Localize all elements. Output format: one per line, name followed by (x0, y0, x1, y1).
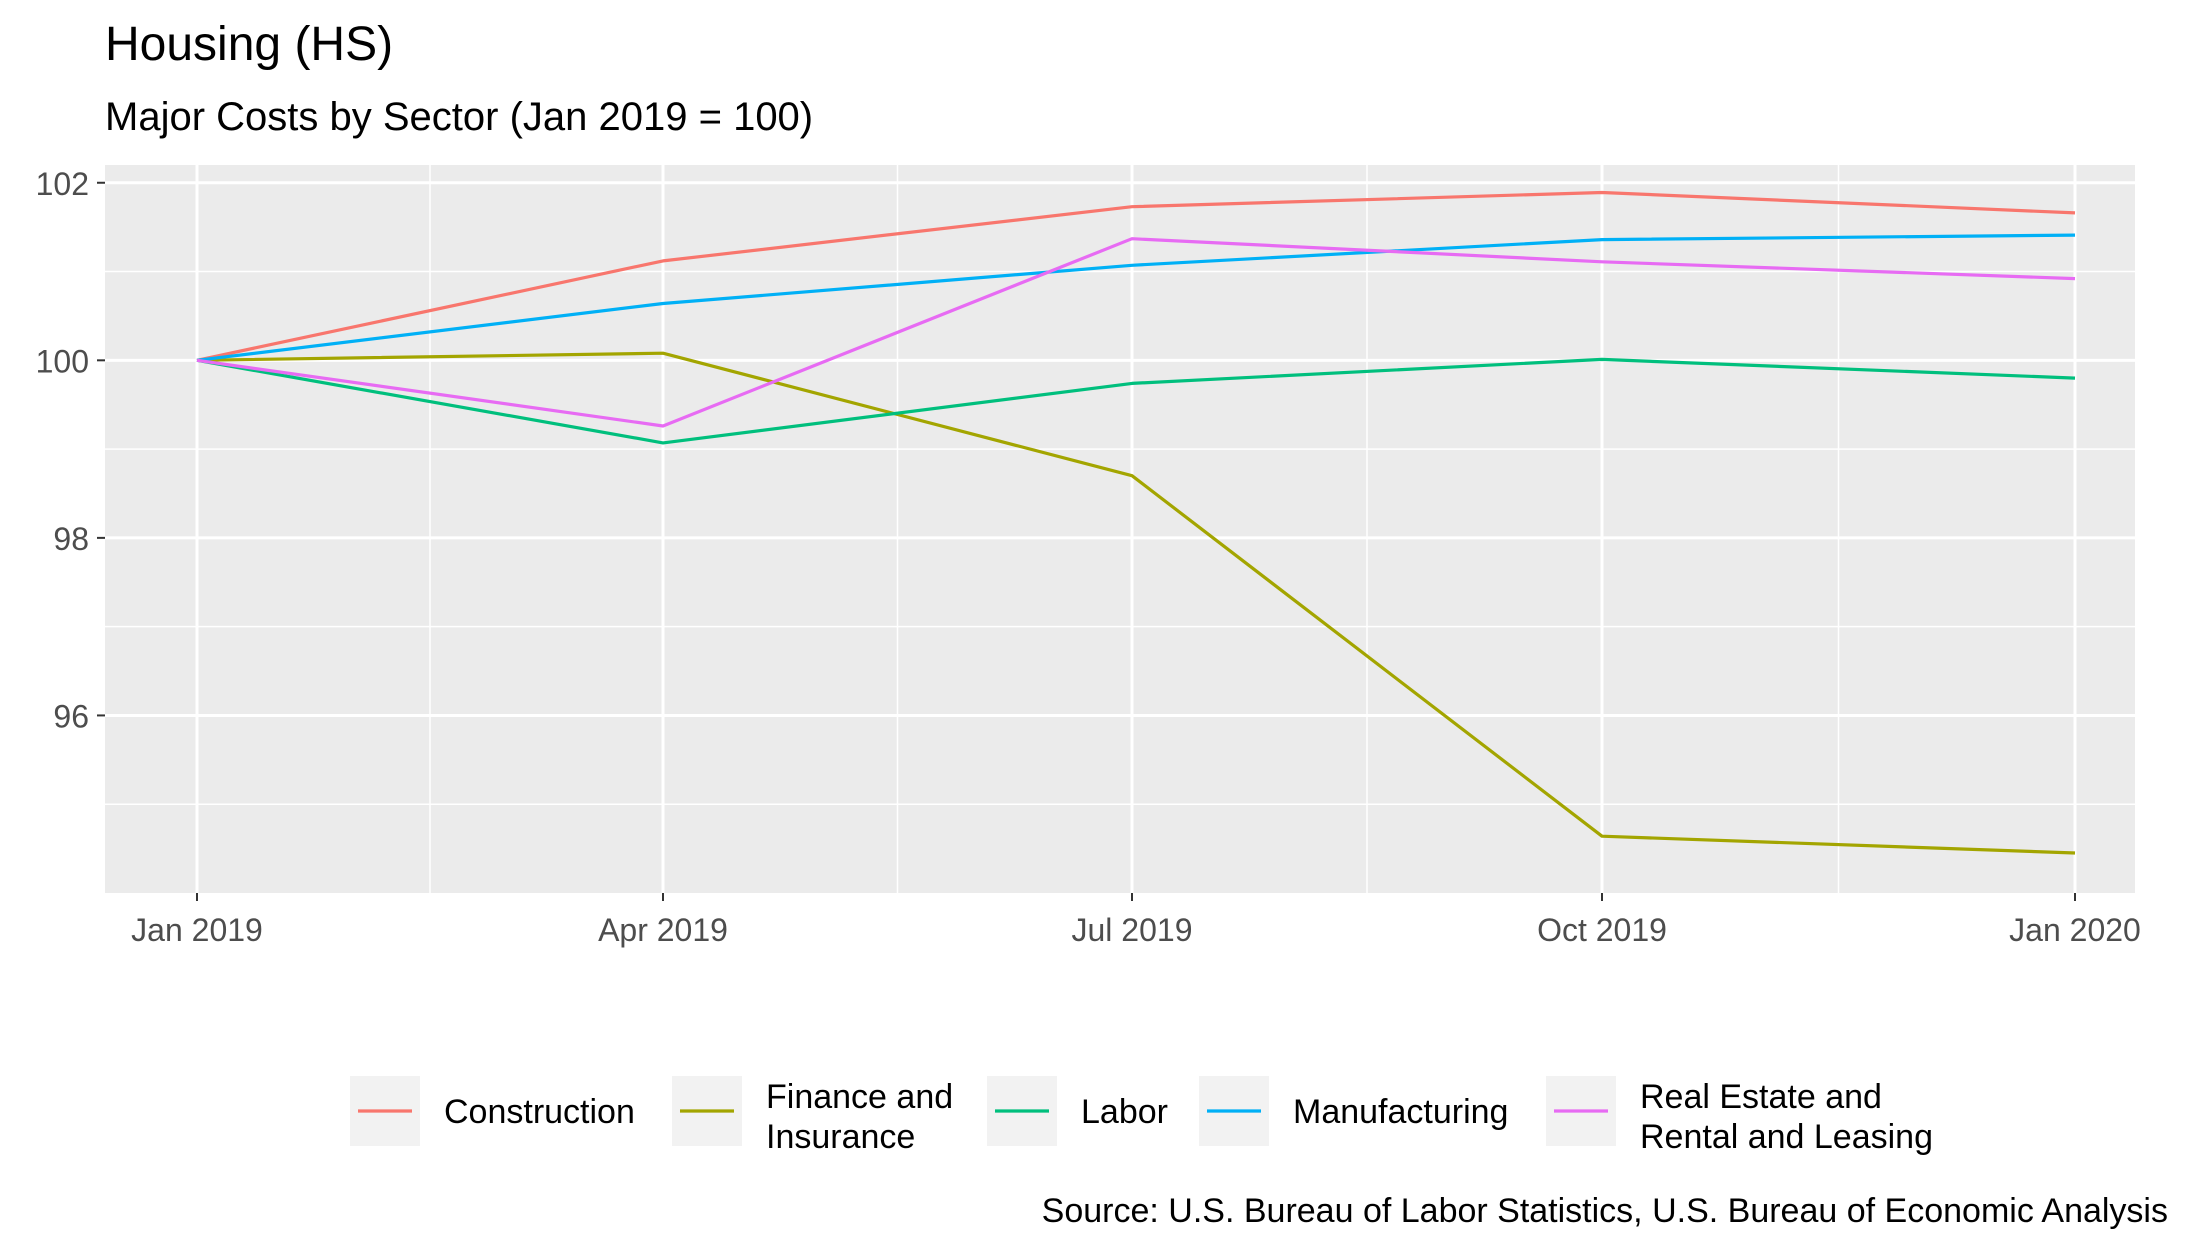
series-lines (196, 190, 2076, 855)
y-tick-label: 100 (36, 343, 89, 379)
x-tick-label: Oct 2019 (1537, 912, 1667, 948)
x-axis: Jan 2019 Apr 2019 Jul 2019 Oct 2019 Jan 2020 (131, 893, 2141, 948)
legend: Construction Finance and Insurance Labor Man… (350, 1076, 1933, 1156)
series-line (196, 357, 2076, 445)
x-tick-label: Jan 2019 (131, 912, 263, 948)
y-axis: 96 98 100 102 (36, 166, 105, 734)
legend-label: Manufacturing (1293, 1093, 1508, 1131)
series-line (196, 237, 2076, 428)
grid-minor (105, 165, 2135, 893)
y-tick-label: 96 (53, 698, 89, 734)
legend-label: Construction (444, 1093, 635, 1131)
chart-caption: Source: U.S. Bureau of Labor Statistics,… (1042, 1192, 2168, 1230)
x-tick-label: Apr 2019 (598, 912, 728, 948)
series-line (196, 190, 2076, 362)
y-tick-label: 102 (36, 166, 89, 202)
plot-panel (105, 165, 2135, 893)
legend-label: Real Estate and Rental and Leasing (1640, 1078, 1933, 1156)
grid-major (105, 165, 2135, 893)
chart-title: Housing (HS) (105, 18, 393, 71)
x-tick-label: Jul 2019 (1072, 912, 1193, 948)
chart-subtitle: Major Costs by Sector (Jan 2019 = 100) (105, 95, 813, 139)
y-tick-label: 98 (53, 521, 89, 557)
series-line (196, 233, 2076, 362)
series-line (196, 351, 2076, 855)
legend-label: Finance and Insurance (766, 1078, 953, 1156)
legend-label: Labor (1081, 1093, 1168, 1131)
x-tick-label: Jan 2020 (2009, 912, 2141, 948)
